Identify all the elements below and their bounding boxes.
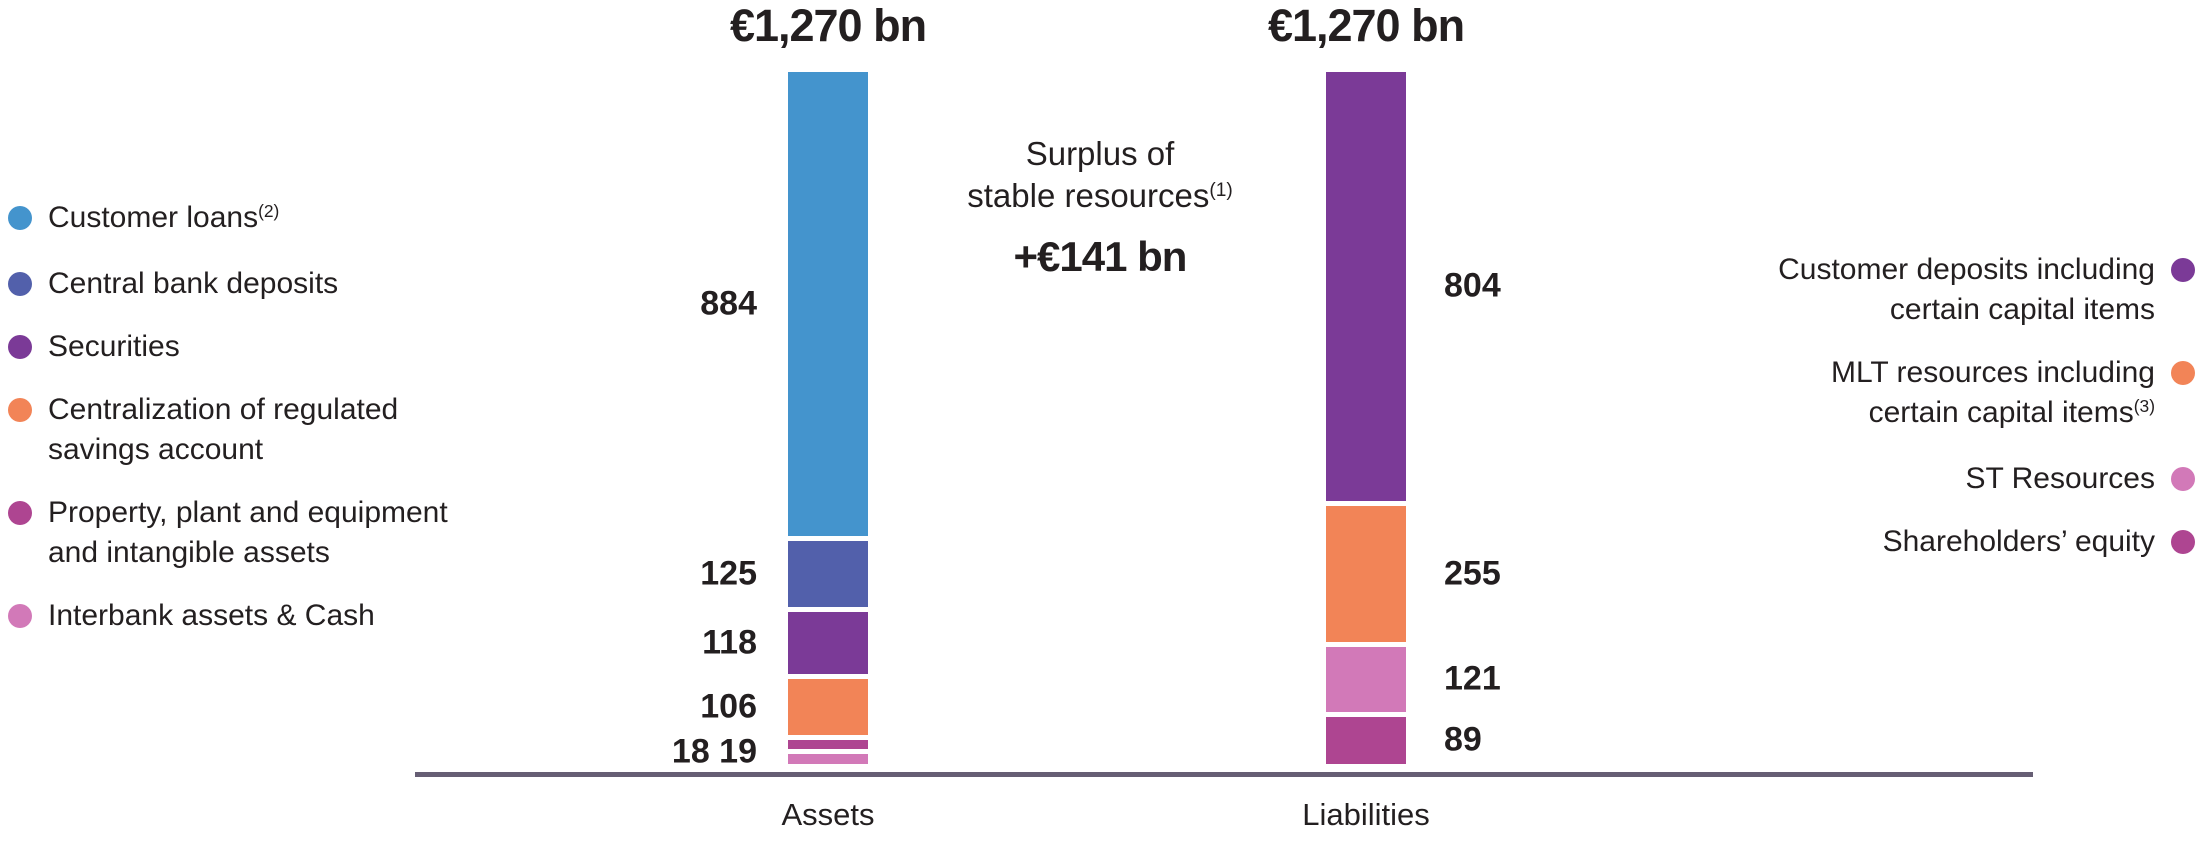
bar-segment-central-bank-deposits (788, 541, 868, 607)
value-label-customer-deposits-including-certain-capital-items: 804 (1444, 266, 1501, 305)
assets-value-labels: 884 125 118 106 18 19 (560, 72, 775, 771)
liabilities-bar (1326, 72, 1406, 764)
legend-liabilities: Customer deposits including certain capit… (1778, 250, 2195, 562)
legend-label: Customer loans(2) (48, 201, 280, 234)
liabilities-value-labels: 804 255 121 89 (1426, 72, 1641, 764)
legend-label: Centralization of regulated savings accou… (48, 393, 399, 466)
bar-segment-property-plant-and-equipment-and-intangible-assets (788, 739, 868, 750)
value-label-securities: 118 (702, 623, 757, 662)
legend-label: Central bank deposits (48, 267, 339, 300)
legend-dot-icon (2171, 361, 2195, 385)
axis-label-liabilities: Liabilities (1302, 797, 1430, 832)
legend-item-customer-loans: Customer loans(2) (8, 198, 448, 241)
surplus-annotation-line2-text: stable resources (967, 177, 1210, 214)
assets-bar (788, 72, 868, 764)
footnote-marker: (2) (258, 201, 280, 222)
legend-label: Interbank assets & Cash (48, 599, 375, 632)
value-label-property-plant-and-equipment-and-intangible-assets-interbank-assets-cash: 18 19 (671, 732, 757, 771)
legend-item-central-bank-deposits: Central bank deposits (8, 264, 448, 304)
legend-dot-icon (2171, 530, 2195, 554)
bar-segment-shareholders-equity (1326, 716, 1406, 764)
axis-label-assets: Assets (781, 797, 875, 832)
legend-dot-icon (8, 272, 32, 296)
legend-dot-icon (8, 206, 32, 230)
bar-segment-interbank-assets-cash (788, 754, 868, 764)
assets-total-title: €1,270 bn (729, 0, 927, 51)
legend-dot-icon (8, 501, 32, 525)
value-label-st-resources: 121 (1444, 659, 1501, 698)
legend-label: Shareholders’ equity (1882, 525, 2155, 558)
value-label-centralization-of-regulated-savings-account: 106 (700, 687, 757, 726)
legend-label: Securities (48, 330, 180, 363)
legend-item-interbank-assets-cash: Interbank assets & Cash (8, 596, 448, 636)
surplus-annotation-value: +€141 bn (1013, 233, 1188, 280)
footnote-marker: (1) (1209, 180, 1233, 202)
value-label-central-bank-deposits: 125 (700, 554, 757, 593)
liabilities-total-title: €1,270 bn (1267, 0, 1465, 51)
footnote-marker: (3) (2133, 396, 2155, 417)
legend-item-st-resources: ST Resources (1965, 459, 2195, 499)
bar-segment-customer-loans (788, 72, 868, 537)
legend-dot-icon (2171, 258, 2195, 282)
bar-segment-st-resources (1326, 646, 1406, 712)
legend-label: MLT resources including certain capital i… (1830, 356, 2155, 429)
surplus-annotation-line1: Surplus of (1025, 135, 1175, 172)
legend-label: Customer deposits including certain capit… (1778, 253, 2155, 326)
bar-segment-mlt-resources-including-certain-capital-items (1326, 505, 1406, 642)
value-label-mlt-resources-including-certain-capital-items: 255 (1444, 554, 1501, 593)
value-label-customer-loans: 884 (700, 284, 757, 323)
legend-dot-icon (8, 398, 32, 422)
legend-dot-icon (8, 604, 32, 628)
legend-dot-icon (2171, 467, 2195, 491)
surplus-annotation-line2: stable resources(1) (900, 175, 1300, 223)
legend-label: Property, plant and equipment and intangi… (48, 496, 448, 569)
legend-item-mlt-resources-including-certain-capital-items: MLT resources including certain capital i… (1831, 353, 2195, 436)
legend-item-property-plant-and-equipment-and-intangible-assets: Property, plant and equipment and intangi… (8, 493, 448, 573)
legend-item-centralization-of-regulated-savings-account: Centralization of regulated savings accou… (8, 390, 448, 470)
value-label-shareholders-equity: 89 (1444, 720, 1482, 759)
surplus-annotation: Surplus of stable resources(1) +€141 bn (900, 133, 1300, 281)
legend-label: ST Resources (1965, 462, 2155, 495)
legend-item-customer-deposits-including-certain-capital-items: Customer deposits including certain capit… (1778, 250, 2195, 330)
x-axis-line (415, 772, 2033, 777)
legend-item-shareholders-equity: Shareholders’ equity (1883, 522, 2195, 562)
bar-segment-customer-deposits-including-certain-capital-items (1326, 72, 1406, 501)
legend-dot-icon (8, 335, 32, 359)
bar-segment-centralization-of-regulated-savings-account (788, 678, 868, 735)
legend-item-securities: Securities (8, 327, 448, 367)
legend-assets: Customer loans(2) Central bank deposits Se… (8, 198, 448, 636)
bar-segment-securities (788, 611, 868, 674)
